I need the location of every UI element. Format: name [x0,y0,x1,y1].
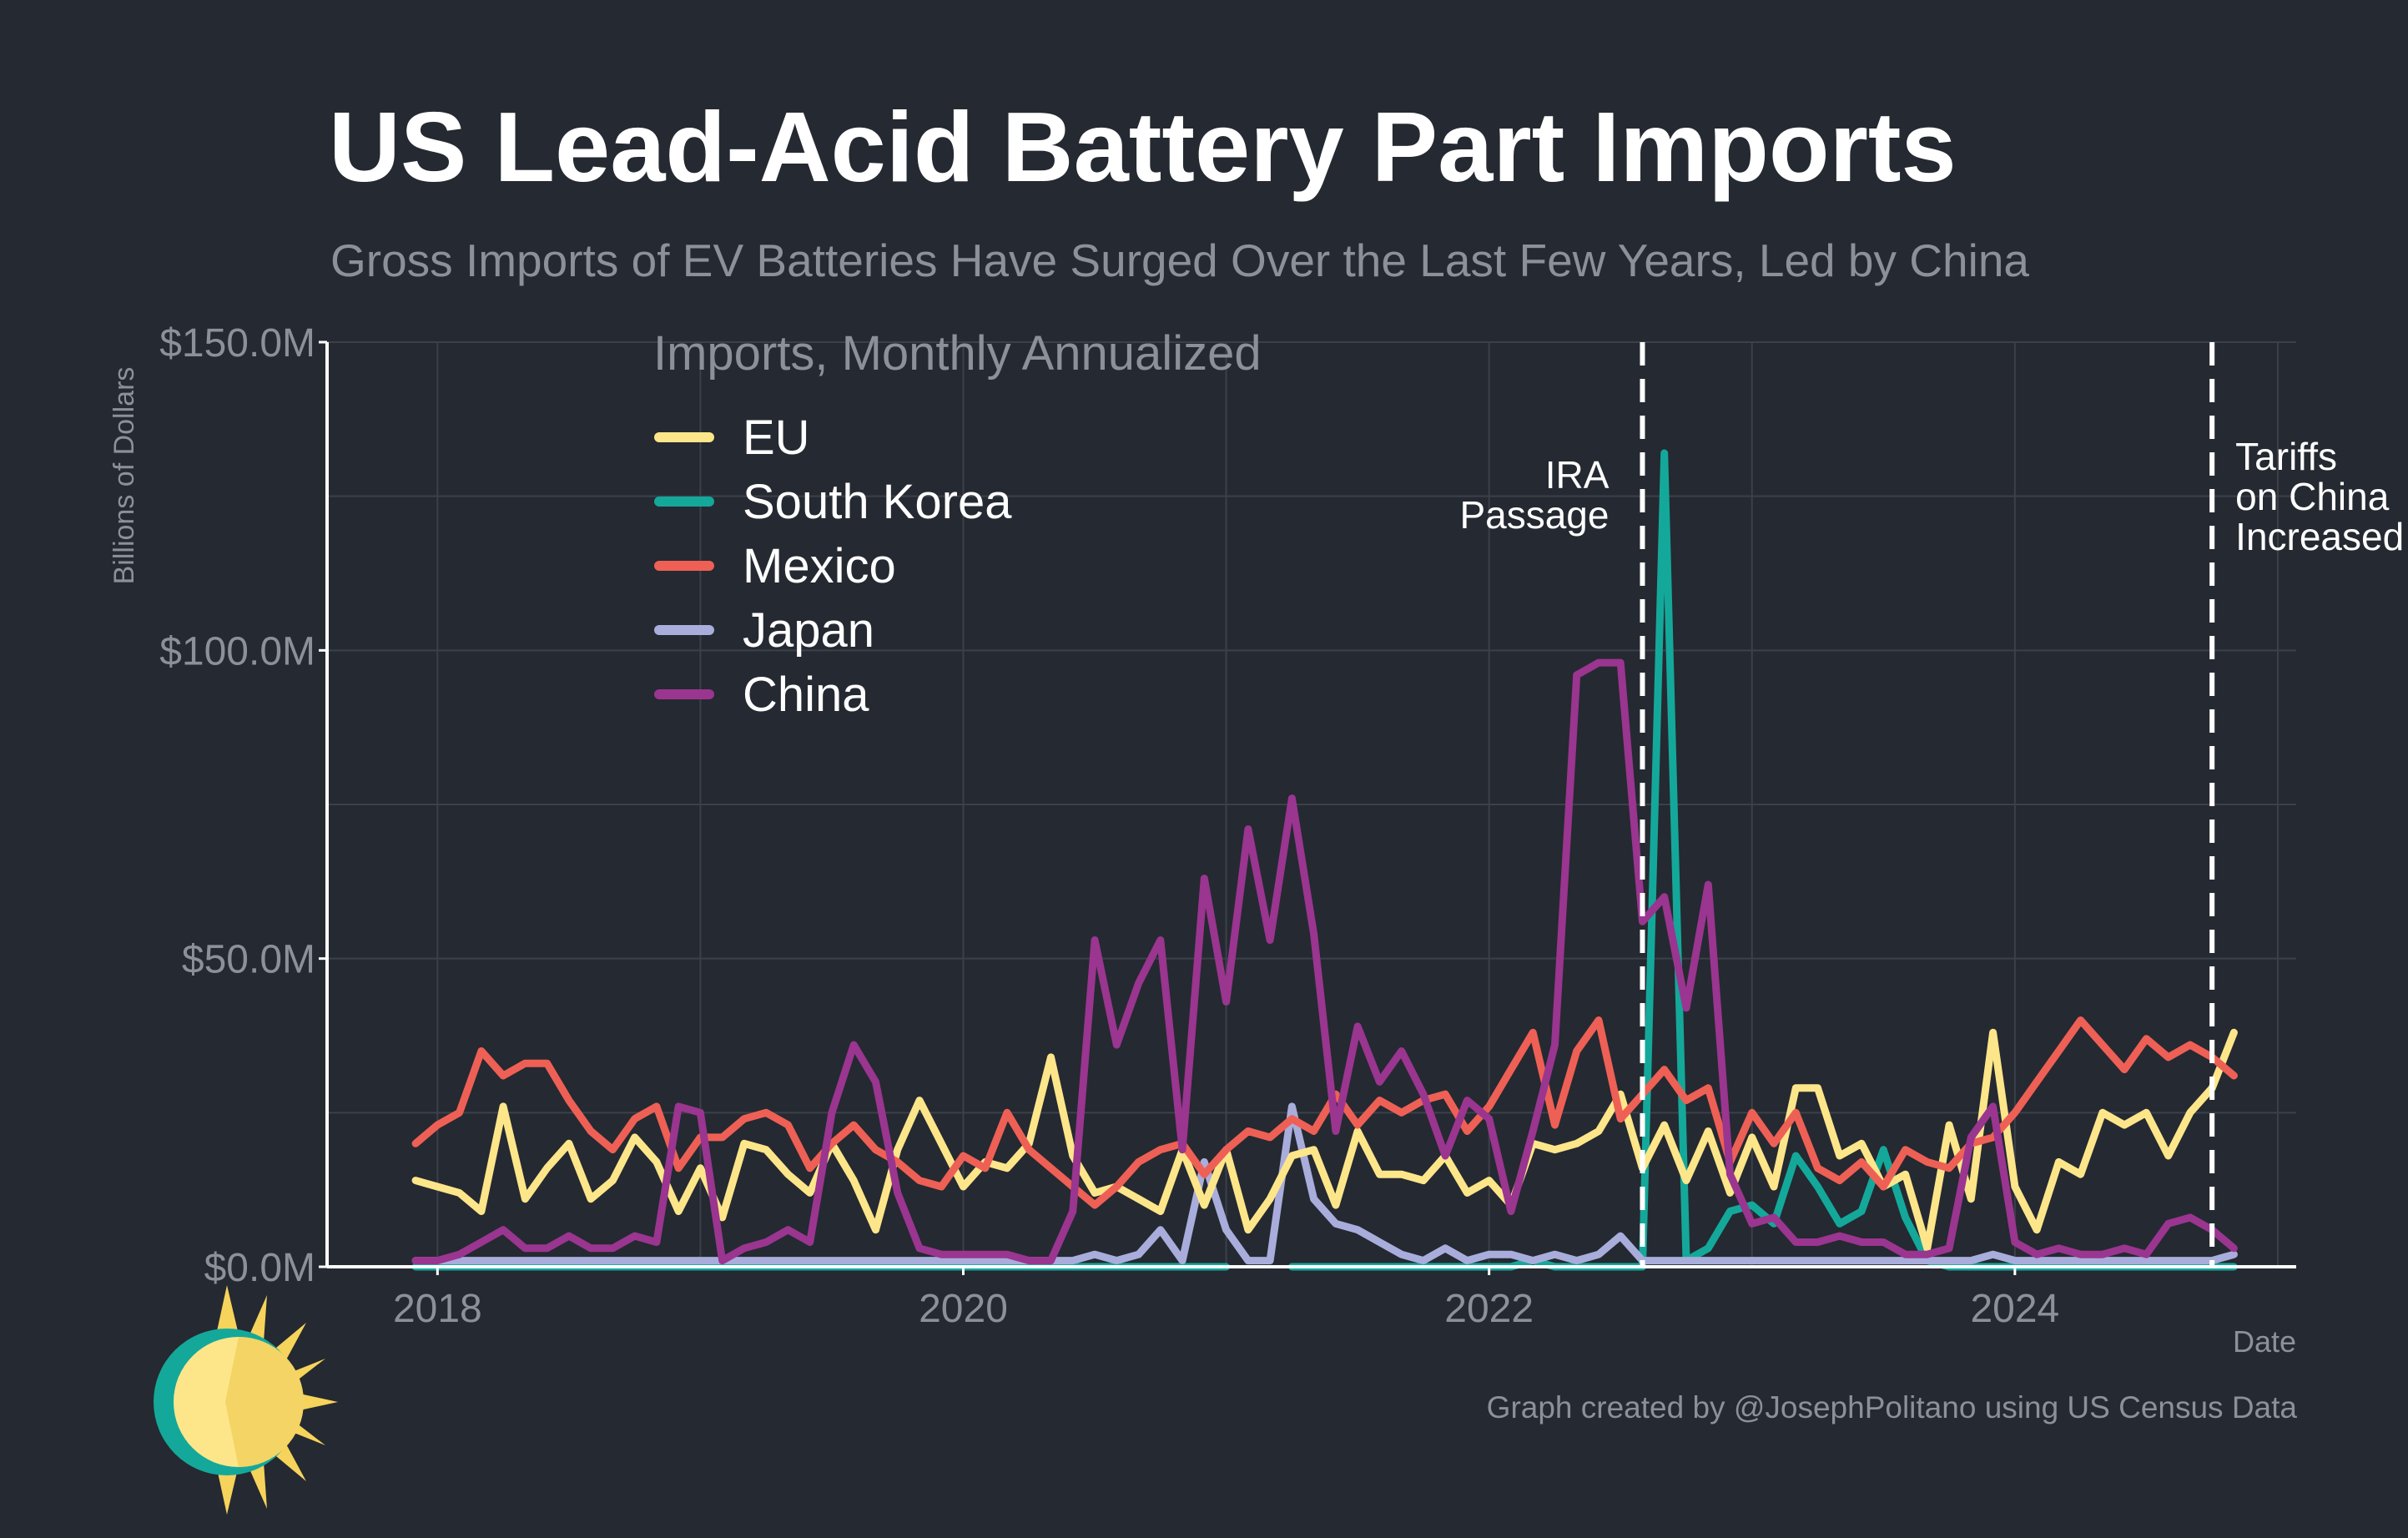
legend-label: South Korea [743,475,1012,529]
legend-label: EU [743,411,810,465]
x-axis-label: Date [2233,1324,2296,1359]
chart-gridlines [327,341,2296,1268]
y-tick-label: $150.0M [159,321,315,366]
y-tick-label: $0.0M [204,1246,315,1290]
annotation-label: Tariffs on China Increased [2235,435,2404,558]
x-tick-label: 2024 [1970,1287,2059,1331]
series-line-mexico [411,1016,2238,1209]
x-tick-label: 2018 [393,1287,482,1331]
legend-label: China [743,668,869,722]
x-tick-label: 2020 [919,1287,1008,1331]
sun-logo-icon [154,1285,338,1515]
legend-label: Mexico [743,539,896,593]
legend-title: Imports, Monthly Annualized [653,326,1262,381]
series-line-south-korea [411,449,2238,1271]
series-line-china [411,658,2238,1265]
y-tick-label: $50.0M [182,938,315,982]
x-tick-label: 2022 [1444,1287,1534,1331]
chart-legend: Imports, Monthly Annualized EU South Korea… [653,326,1262,722]
annotation-label: IRA Passage [1459,453,1609,537]
legend-label: Japan [743,603,874,658]
series-line-eu [411,1028,2238,1253]
page-title: US Lead-Acid Battery Part Imports [329,92,1957,203]
chart-series [411,449,2238,1271]
chart-annotations: IRA Passage Tariffs on China Increased [1459,342,2404,1267]
page-subtitle: Gross Imports of EV Batteries Have Surge… [330,234,2029,286]
y-axis-label: Billions of Dollars [108,367,140,585]
source-credit: Graph created by @JosephPolitano using U… [1486,1390,2297,1425]
chart-axes: $0.0M $50.0M $100.0M $150.0M 2018 2020 2022 202… [108,321,2296,1359]
y-tick-label: $100.0M [159,629,315,673]
